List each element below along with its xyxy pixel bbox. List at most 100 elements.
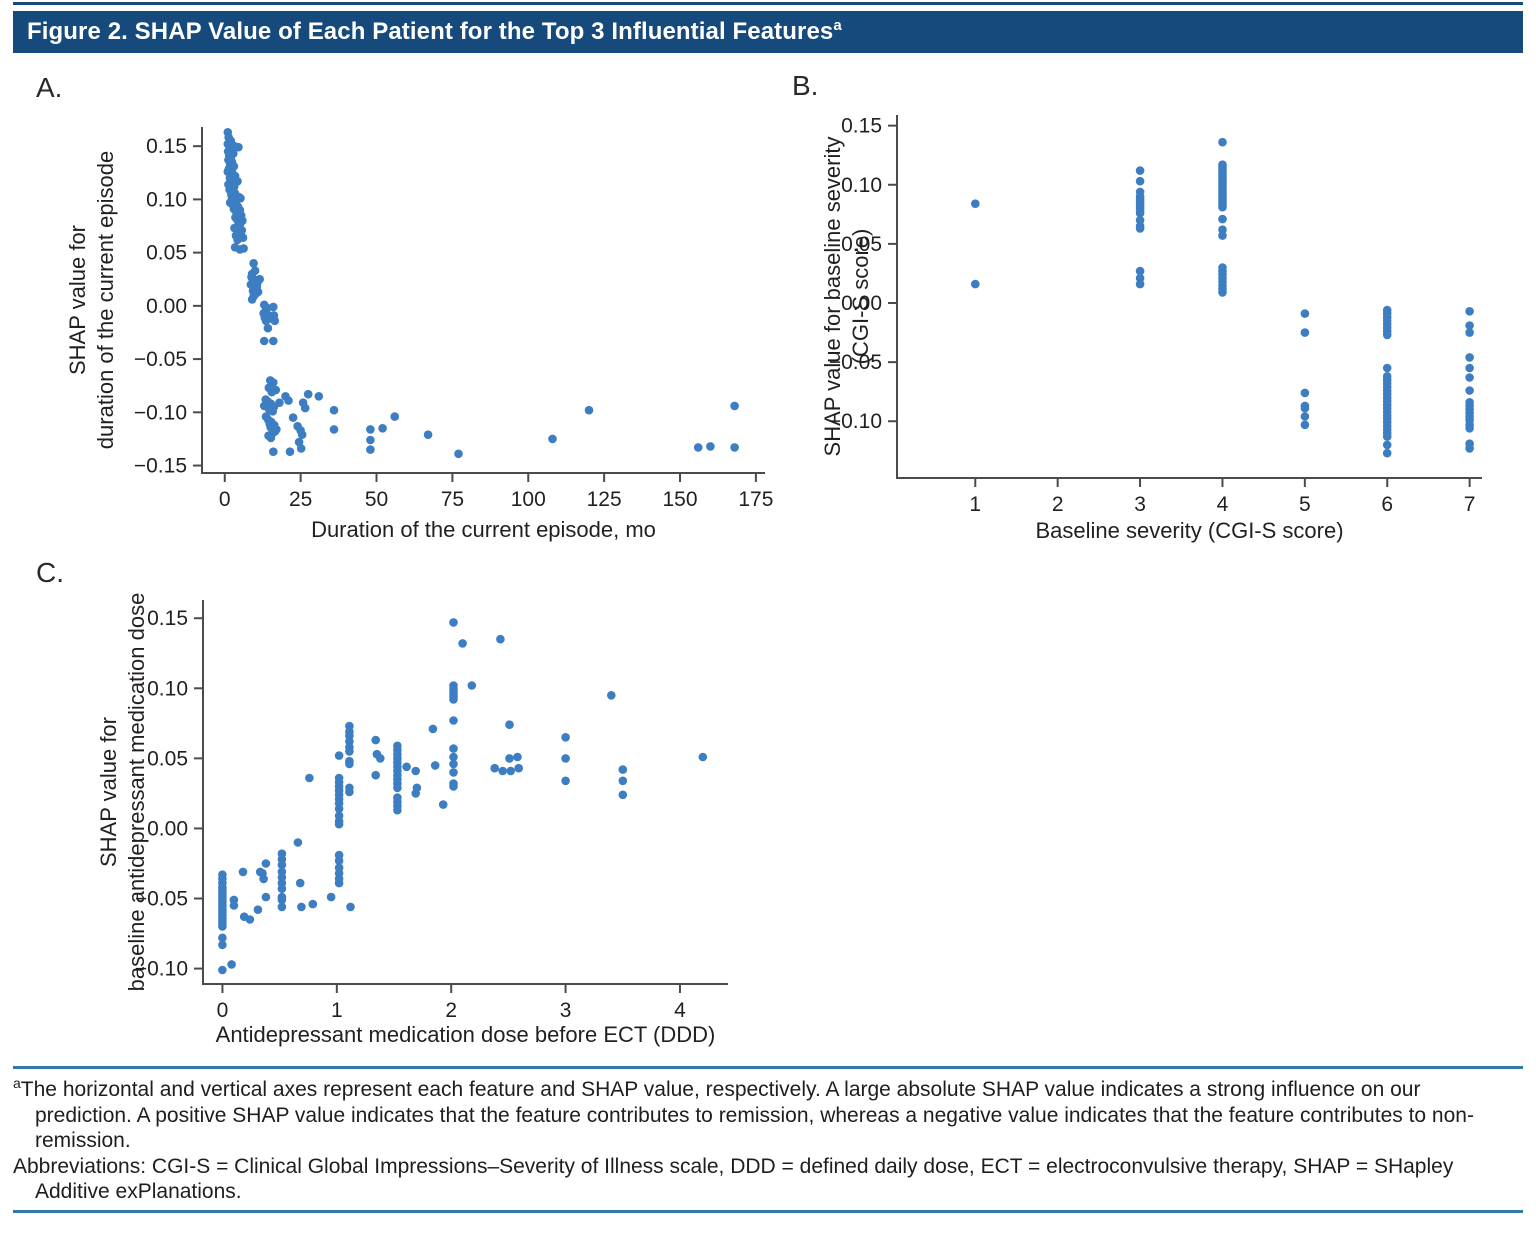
x-axis-ticks: 0 1 2 3 4 <box>217 984 686 1022</box>
data-point <box>297 430 307 440</box>
data-point <box>454 449 463 459</box>
data-point <box>284 396 293 405</box>
data-point <box>288 413 298 422</box>
data-point <box>607 691 616 700</box>
data-point <box>233 235 242 245</box>
data-point <box>366 435 375 445</box>
data-point <box>1382 448 1392 458</box>
data-point <box>297 902 306 912</box>
data-point <box>371 735 381 745</box>
data-point <box>234 142 243 152</box>
x-tick-label: 50 <box>365 488 388 511</box>
y-tick-label: 0.05 <box>146 242 187 265</box>
data-point <box>305 773 314 783</box>
panel-c-scatter-chart: 0 1 2 3 4 0.15 0.10 0.05 0.00 −0.05 −0.10 Antidepre… <box>96 593 728 1047</box>
x-tick-label: 5 <box>1299 493 1311 516</box>
data-point <box>378 424 387 433</box>
x-tick-label: 6 <box>1381 493 1393 516</box>
data-point <box>561 754 570 763</box>
data-point <box>1300 412 1310 421</box>
scatter-points <box>971 137 1474 458</box>
data-point <box>971 279 980 289</box>
data-point <box>423 430 433 440</box>
data-point <box>261 859 271 868</box>
x-tick-label: 3 <box>560 999 572 1022</box>
x-axis-label: Antidepressant medication dose before EC… <box>216 1022 716 1047</box>
data-point <box>1135 166 1145 175</box>
data-point <box>334 878 344 888</box>
data-point <box>345 747 354 756</box>
data-point <box>267 387 277 397</box>
footnote: aThe horizontal and vertical axes repres… <box>13 1075 1499 1205</box>
y-axis-label: SHAP value for <box>96 717 121 867</box>
figure-title: Figure 2. SHAP Value of Each Patient for… <box>27 17 842 45</box>
data-point <box>218 933 227 943</box>
data-point <box>235 245 245 254</box>
data-point <box>245 915 255 924</box>
data-point <box>1465 328 1474 337</box>
data-point <box>449 768 458 777</box>
y-tick-label: 0.10 <box>147 677 188 700</box>
data-point <box>411 789 421 798</box>
data-point <box>393 783 402 793</box>
data-point <box>1382 440 1392 450</box>
data-point <box>730 443 739 452</box>
x-tick-label: 125 <box>587 488 622 511</box>
data-point <box>218 965 227 975</box>
data-point <box>277 902 287 912</box>
x-tick-label: 1 <box>331 999 343 1022</box>
data-point <box>218 940 227 950</box>
figure-title-bar: Figure 2. SHAP Value of Each Patient for… <box>13 11 1523 53</box>
x-tick-label: 2 <box>445 999 457 1022</box>
data-point <box>1135 176 1145 186</box>
data-point <box>218 922 227 931</box>
x-tick-label: 1 <box>969 493 981 516</box>
y-tick-label: −0.05 <box>134 348 187 371</box>
data-point <box>449 618 458 627</box>
y-tick-label: −0.10 <box>829 410 882 433</box>
data-point <box>548 434 557 444</box>
y-tick-label: 0.00 <box>147 817 188 840</box>
data-point <box>1135 273 1145 283</box>
data-point <box>706 442 715 451</box>
data-point <box>303 389 313 399</box>
data-point <box>296 444 306 453</box>
footnote-superscript: a <box>13 1075 21 1091</box>
data-point <box>449 695 458 704</box>
data-point <box>1218 231 1227 240</box>
axes <box>896 115 1482 479</box>
data-point <box>1218 137 1227 147</box>
data-point <box>449 782 458 791</box>
data-point <box>277 895 287 905</box>
x-tick-label: 150 <box>662 488 697 511</box>
data-point <box>1135 208 1145 218</box>
data-point <box>1135 224 1145 233</box>
data-point <box>467 681 477 690</box>
y-axis-ticks: 0.15 0.10 0.05 0.00 −0.05 −0.10 <box>135 607 203 981</box>
data-point <box>259 336 269 346</box>
data-point <box>314 392 324 401</box>
data-point <box>1135 279 1145 289</box>
data-point <box>334 751 344 760</box>
data-point <box>1218 225 1227 234</box>
data-point <box>371 770 381 780</box>
y-tick-label: −0.10 <box>135 958 188 981</box>
data-point <box>1465 307 1474 316</box>
data-point <box>1300 420 1310 430</box>
footnote-text: aThe horizontal and vertical axes repres… <box>13 1075 1474 1152</box>
data-point <box>1465 321 1474 330</box>
data-point <box>269 302 278 312</box>
data-point <box>1465 363 1474 373</box>
x-tick-label: 175 <box>738 488 773 511</box>
data-point <box>1465 424 1474 433</box>
data-point <box>238 867 248 877</box>
panel-b-scatter-chart: 1 2 3 4 5 6 7 0.15 0.10 0.05 0.00 −0.05 −0.10 Baselin… <box>820 115 1482 543</box>
data-point <box>698 752 708 762</box>
data-point <box>259 874 268 884</box>
data-point <box>329 425 339 434</box>
data-point <box>249 259 258 268</box>
data-point <box>1382 432 1392 441</box>
x-tick-label: 4 <box>1217 493 1229 516</box>
y-tick-label: 0.15 <box>146 135 187 158</box>
data-point <box>1382 363 1392 373</box>
